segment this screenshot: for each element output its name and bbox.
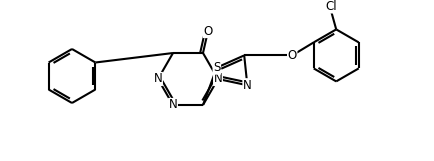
- Text: N: N: [243, 79, 251, 92]
- Text: Cl: Cl: [325, 0, 336, 13]
- Text: O: O: [287, 49, 296, 62]
- Text: S: S: [213, 61, 220, 74]
- Text: N: N: [213, 72, 222, 85]
- Text: N: N: [153, 72, 162, 85]
- Text: N: N: [168, 99, 177, 111]
- Text: O: O: [203, 24, 212, 38]
